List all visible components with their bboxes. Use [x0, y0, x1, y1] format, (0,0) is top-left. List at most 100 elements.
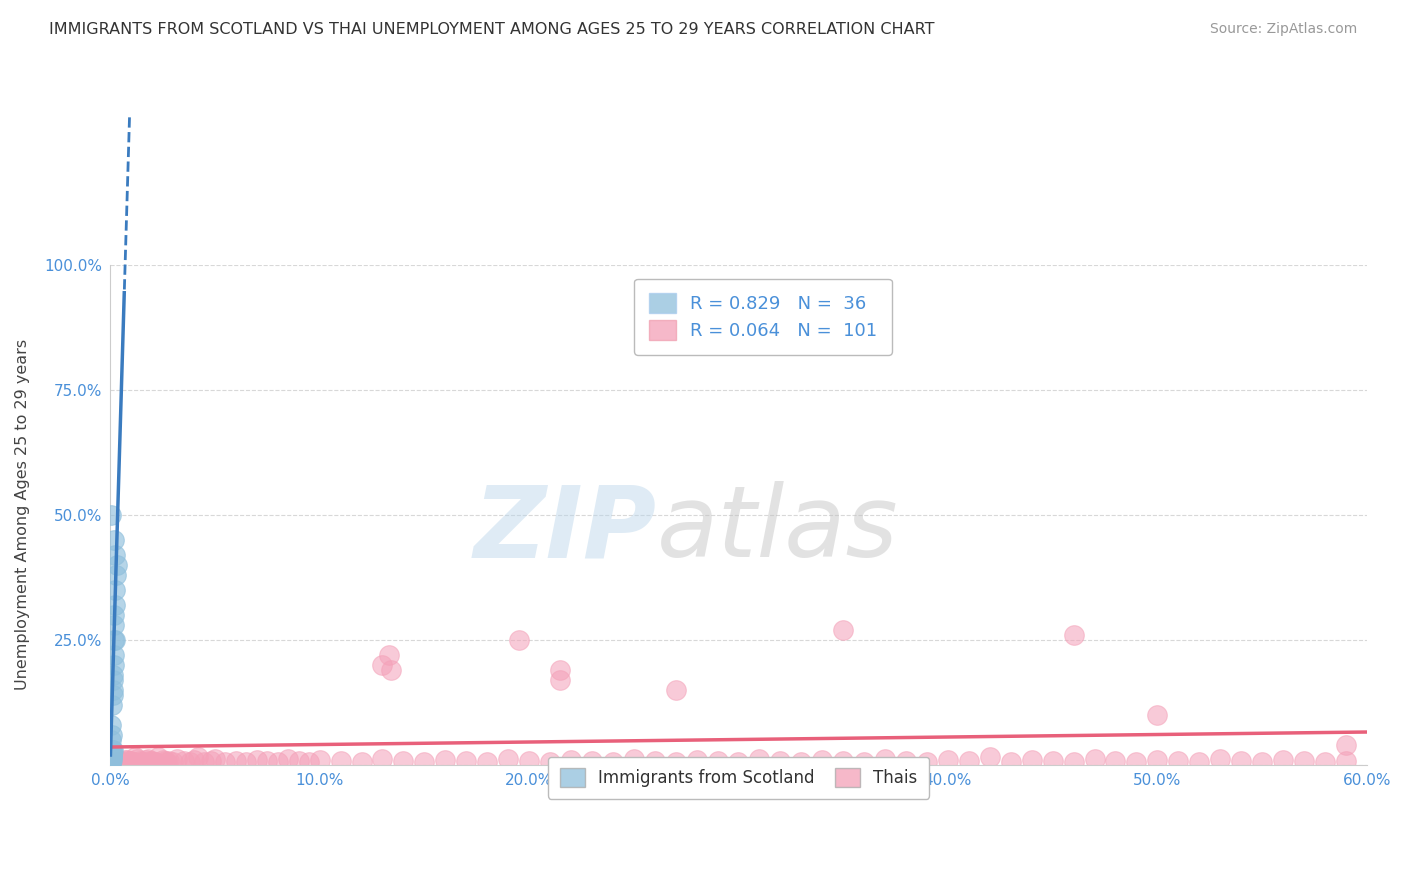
- Point: [105, 755, 128, 769]
- Point: [1313, 755, 1336, 769]
- Point: [157, 754, 180, 768]
- Point: [179, 755, 201, 769]
- Point: [308, 752, 330, 766]
- Point: [122, 755, 145, 769]
- Point: [665, 755, 688, 769]
- Point: [1209, 751, 1232, 765]
- Point: [1104, 754, 1126, 768]
- Point: [139, 754, 162, 768]
- Point: [811, 752, 834, 766]
- Point: [769, 754, 792, 768]
- Point: [277, 751, 299, 765]
- Point: [1063, 755, 1085, 769]
- Point: [118, 754, 141, 768]
- Point: [1334, 738, 1357, 752]
- Point: [1230, 754, 1253, 768]
- Point: [100, 754, 122, 768]
- Point: [105, 558, 128, 572]
- Point: [101, 688, 124, 702]
- Point: [101, 748, 124, 763]
- Point: [141, 754, 163, 768]
- Point: [110, 755, 132, 769]
- Point: [256, 754, 278, 768]
- Point: [136, 751, 159, 765]
- Point: [103, 533, 125, 547]
- Point: [246, 752, 269, 766]
- Point: [1167, 754, 1189, 768]
- Point: [853, 755, 876, 769]
- Point: [517, 754, 540, 768]
- Point: [371, 751, 394, 765]
- Point: [101, 752, 124, 766]
- Point: [214, 755, 236, 769]
- Point: [602, 755, 624, 769]
- Point: [380, 663, 402, 677]
- Point: [100, 755, 122, 769]
- Point: [103, 667, 125, 681]
- Text: ZIP: ZIP: [474, 481, 657, 578]
- Point: [1146, 752, 1168, 766]
- Point: [100, 727, 122, 741]
- Point: [100, 752, 122, 766]
- Point: [101, 745, 124, 759]
- Point: [100, 717, 122, 731]
- Point: [496, 751, 519, 765]
- Point: [1125, 755, 1147, 769]
- Point: [128, 754, 150, 768]
- Point: [434, 752, 457, 766]
- Point: [915, 755, 938, 769]
- Point: [1042, 754, 1064, 768]
- Point: [1000, 755, 1022, 769]
- Y-axis label: Unemployment Among Ages 25 to 29 years: Unemployment Among Ages 25 to 29 years: [15, 339, 30, 690]
- Point: [101, 747, 124, 762]
- Point: [132, 755, 155, 769]
- Point: [100, 752, 122, 766]
- Point: [560, 752, 582, 766]
- Point: [156, 755, 179, 769]
- Point: [832, 623, 855, 637]
- Point: [143, 755, 166, 769]
- Point: [104, 598, 127, 612]
- Point: [875, 751, 897, 765]
- Point: [1292, 754, 1315, 768]
- Point: [538, 755, 561, 769]
- Point: [153, 754, 176, 768]
- Point: [135, 752, 157, 766]
- Point: [894, 754, 917, 768]
- Point: [145, 755, 167, 769]
- Point: [1063, 627, 1085, 641]
- Point: [131, 755, 153, 769]
- Point: [100, 747, 122, 762]
- Point: [298, 755, 321, 769]
- Point: [100, 750, 122, 764]
- Point: [200, 754, 222, 768]
- Point: [127, 751, 149, 765]
- Point: [103, 617, 125, 632]
- Point: [103, 648, 125, 662]
- Point: [101, 682, 124, 697]
- Point: [103, 632, 125, 647]
- Point: [101, 742, 124, 756]
- Point: [114, 752, 136, 766]
- Point: [183, 752, 205, 766]
- Point: [105, 567, 128, 582]
- Point: [392, 754, 415, 768]
- Point: [101, 742, 124, 756]
- Point: [100, 747, 122, 762]
- Point: [456, 754, 478, 768]
- Point: [166, 751, 188, 765]
- Point: [101, 698, 124, 712]
- Point: [581, 754, 603, 768]
- Point: [162, 755, 184, 769]
- Point: [1146, 707, 1168, 722]
- Text: Source: ZipAtlas.com: Source: ZipAtlas.com: [1209, 22, 1357, 37]
- Point: [267, 755, 290, 769]
- Text: IMMIGRANTS FROM SCOTLAND VS THAI UNEMPLOYMENT AMONG AGES 25 TO 29 YEARS CORRELAT: IMMIGRANTS FROM SCOTLAND VS THAI UNEMPLO…: [49, 22, 935, 37]
- Point: [1083, 751, 1105, 765]
- Point: [100, 508, 122, 522]
- Point: [957, 754, 980, 768]
- Point: [1334, 754, 1357, 768]
- Point: [187, 750, 209, 764]
- Point: [550, 663, 572, 677]
- Point: [124, 750, 146, 764]
